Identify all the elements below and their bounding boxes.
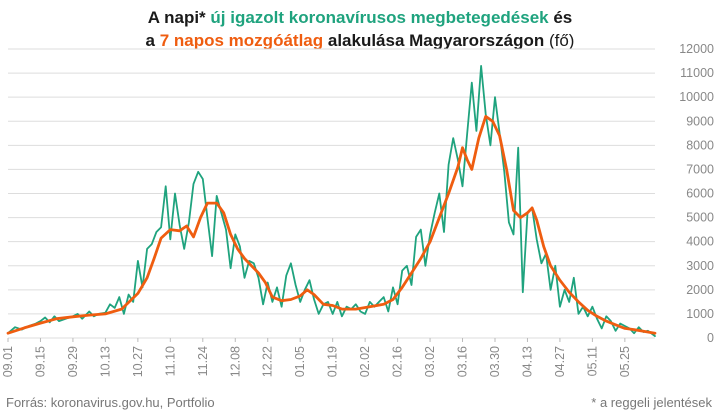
title-text: a — [145, 31, 160, 50]
y-tick-label: 2000 — [686, 283, 714, 297]
y-tick-label: 9000 — [686, 114, 714, 128]
x-tick-label: 05.11 — [585, 346, 599, 376]
y-tick-label: 8000 — [686, 138, 714, 152]
title-text: és — [548, 8, 573, 27]
x-tick-label: 12.22 — [261, 346, 275, 377]
footnote-text: * a reggeli jelentések — [591, 395, 712, 410]
daily-cases-line — [7, 65, 656, 338]
y-axis-tick-labels: 0 1000 2000 3000 4000 5000 6000 7000 8000 9000 100… — [679, 42, 714, 345]
series-lines — [6, 65, 657, 338]
x-tick-label: 03.16 — [456, 346, 470, 377]
x-tick-label: 03.30 — [488, 346, 502, 377]
x-tick-label: 01.19 — [326, 346, 340, 377]
gridlines — [8, 48, 655, 339]
x-tick-label: 05.25 — [618, 346, 632, 377]
title-text: A napi* — [147, 8, 211, 27]
x-tick-label: 04.27 — [553, 346, 567, 377]
y-tick-label: 11000 — [680, 66, 714, 80]
y-tick-label: 5000 — [686, 211, 714, 225]
title-unit: (fő) — [544, 31, 575, 50]
x-tick-label: 01.05 — [293, 346, 307, 377]
x-tick-label: 09.15 — [33, 346, 47, 377]
x-tick-label: 12.08 — [228, 346, 242, 377]
x-tick-label: 11.24 — [196, 346, 210, 376]
x-axis-tick-labels: 09.01 09.15 09.29 10.13 10.27 11.10 11.24 12.08… — [1, 338, 632, 377]
x-tick-label: 02.02 — [358, 346, 372, 377]
chart-title: A napi* új igazolt koronavírusos megbete… — [0, 6, 720, 52]
y-tick-label: 6000 — [686, 187, 714, 201]
y-tick-label: 7000 — [686, 162, 714, 176]
y-tick-label: 4000 — [686, 235, 714, 249]
y-tick-label: 12000 — [679, 42, 714, 56]
title-text: alakulása Magyarországon — [323, 31, 545, 50]
x-tick-label: 04.13 — [520, 346, 534, 377]
x-tick-label: 09.29 — [66, 346, 80, 377]
x-tick-label: 11.10 — [163, 346, 177, 376]
x-tick-label: 03.02 — [423, 346, 437, 377]
title-line-1: A napi* új igazolt koronavírusos megbete… — [0, 6, 720, 29]
y-tick-label: 3000 — [686, 259, 714, 273]
source-text: Forrás: koronavirus.gov.hu, Portfolio — [6, 395, 215, 410]
x-tick-label: 10.13 — [98, 346, 112, 377]
title-line-2: a 7 napos mozgóátlag alakulása Magyarors… — [0, 29, 720, 52]
y-tick-label: 1000 — [686, 307, 714, 321]
x-tick-label: 02.16 — [391, 346, 405, 377]
title-average-highlight: 7 napos mozgóátlag — [159, 31, 324, 50]
title-daily-highlight: új igazolt koronavírusos megbetegedések — [210, 8, 549, 27]
x-tick-label: 10.27 — [131, 346, 145, 377]
y-tick-label: 10000 — [679, 90, 714, 104]
y-tick-label: 0 — [707, 331, 714, 345]
x-tick-label: 09.01 — [1, 346, 15, 377]
moving-average-line — [6, 115, 657, 335]
